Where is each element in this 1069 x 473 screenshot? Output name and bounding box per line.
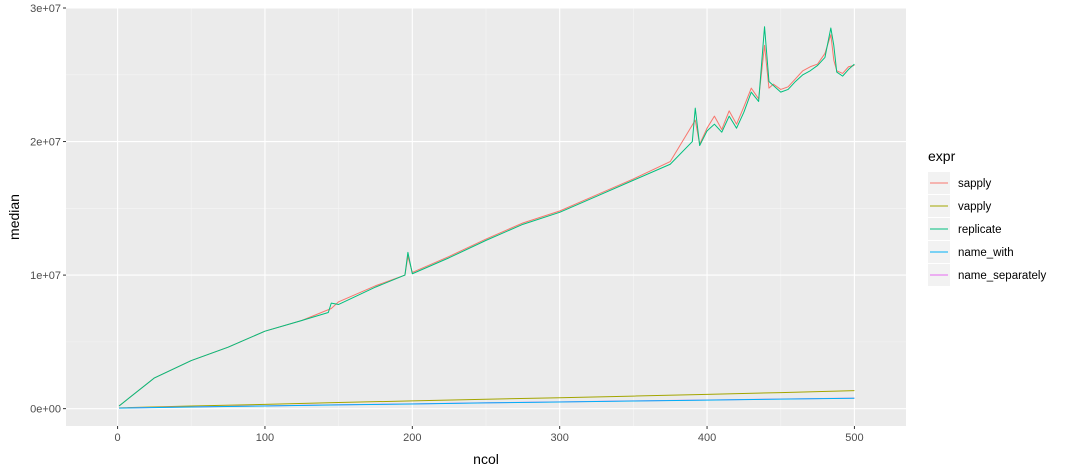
legend-title: expr bbox=[928, 148, 956, 164]
x-tick-label: 300 bbox=[551, 432, 569, 444]
y-axis: 0e+00 1e+07 2e+07 3e+07 bbox=[30, 3, 66, 416]
legend-label: replicate bbox=[958, 224, 1001, 236]
legend-key-name-with bbox=[928, 241, 950, 263]
grid-minor bbox=[66, 8, 906, 426]
legend-key-sapply bbox=[928, 172, 950, 194]
x-tick-label: 200 bbox=[403, 432, 421, 444]
y-tick-label: 0e+00 bbox=[30, 404, 61, 416]
x-tick-label: 100 bbox=[256, 432, 274, 444]
x-axis-title: ncol bbox=[473, 451, 499, 467]
legend-key-replicate bbox=[928, 218, 950, 240]
legend-label: vapply bbox=[958, 201, 991, 213]
legend-label: sapply bbox=[958, 178, 991, 190]
legend-key-vapply bbox=[928, 195, 950, 217]
legend-label: name_separately bbox=[958, 270, 1046, 282]
x-tick-label: 400 bbox=[698, 432, 716, 444]
legend: expr sapply vapply replicate name_with name_… bbox=[928, 148, 1046, 286]
y-axis-title: median bbox=[6, 194, 22, 240]
series-line-replicate bbox=[118, 26, 855, 407]
legend-key-name-separately bbox=[928, 264, 950, 286]
grid-major bbox=[66, 7, 906, 426]
y-tick-label: 2e+07 bbox=[30, 137, 61, 149]
series-line-name-with bbox=[119, 397, 855, 409]
y-tick-label: 1e+07 bbox=[30, 270, 61, 282]
x-tick-label: 0 bbox=[115, 432, 121, 444]
x-axis: 0 100 200 300 400 500 bbox=[115, 426, 864, 444]
x-tick-label: 500 bbox=[845, 432, 863, 444]
y-tick-label: 3e+07 bbox=[30, 3, 61, 15]
series-layer bbox=[118, 26, 855, 409]
series-line-vapply bbox=[119, 390, 855, 409]
series-line-sapply bbox=[118, 34, 855, 407]
legend-label: name_with bbox=[958, 247, 1014, 259]
